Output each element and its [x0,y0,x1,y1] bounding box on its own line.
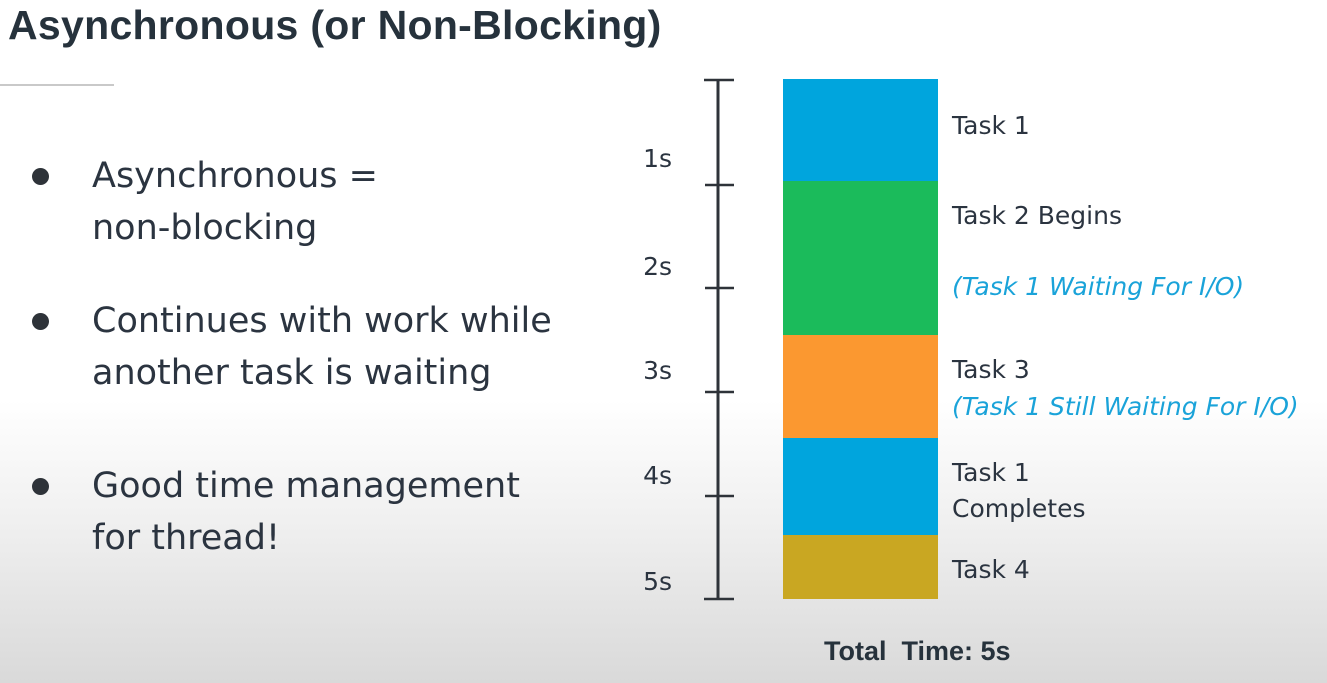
task-block [783,438,938,535]
task-note: (Task 1 Still Waiting For I/O) [952,392,1299,421]
bullet-text: Good time management for thread! [92,466,520,558]
task-label: Task 4 [951,555,1030,584]
bullet-dot-icon [32,168,49,185]
title-underline [0,84,114,86]
task-label: Task 1 [951,111,1030,140]
slide-title: Asynchronous (or Non-Blocking) [8,2,662,48]
total-time-label: Total Time: 5s [824,636,1011,666]
axis-tick-label: 2s [643,252,672,281]
axis-tick-label: 1s [643,144,672,173]
axis-tick-label: 5s [643,567,672,596]
axis-tick-label: 3s [643,356,672,385]
bullet-text: Continues with work while another task i… [92,301,552,393]
task-block [783,181,938,335]
task-label: Completes [952,494,1086,523]
axis-tick-label: 4s [643,461,672,490]
bullet-text: Asynchronous = non-blocking [92,156,378,248]
bullet-dot-icon [32,478,49,495]
task-block [783,79,938,181]
task-block [783,535,938,599]
task-note: (Task 1 Waiting For I/O) [952,272,1244,301]
task-block [783,335,938,438]
bullet-dot-icon [32,313,49,330]
task-label: Task 3 [951,355,1030,384]
task-label: Task 2 Begins [951,201,1122,230]
task-label: Task 1 [951,458,1030,487]
